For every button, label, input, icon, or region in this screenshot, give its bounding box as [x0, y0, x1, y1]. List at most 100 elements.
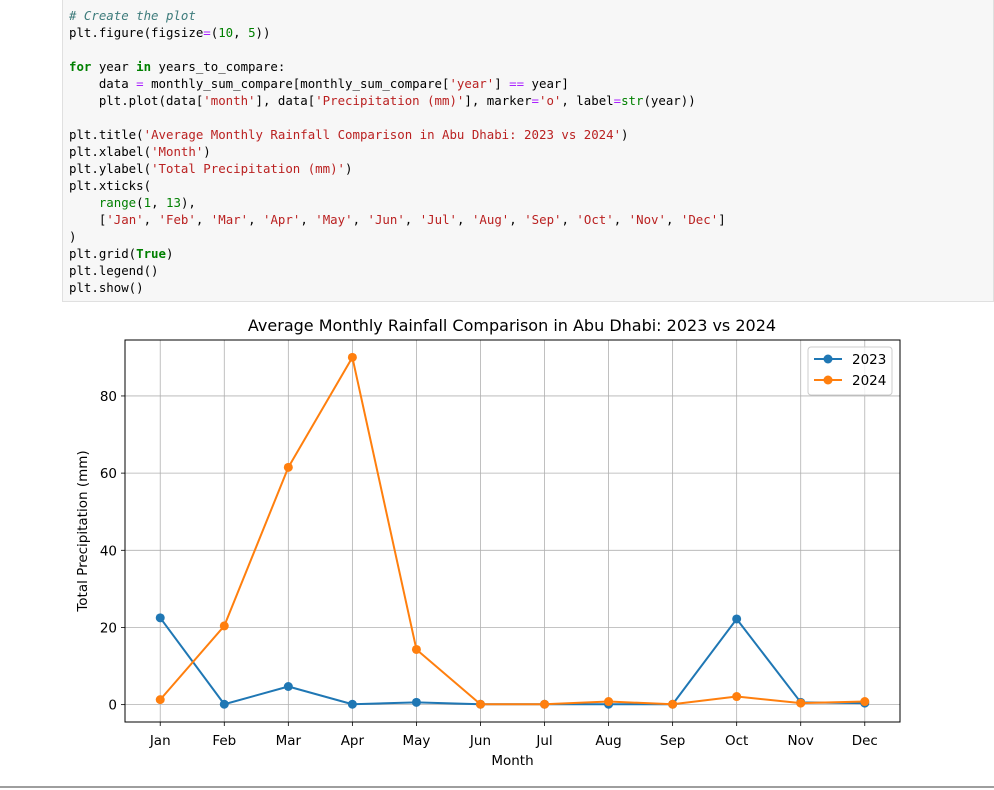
data-point-2024-mar	[283, 462, 293, 472]
series-line-2024	[159, 356, 865, 706]
code-token: ,	[509, 212, 525, 227]
code-line: data = monthly_sum_compare[monthly_sum_c…	[69, 75, 726, 92]
code-token: year	[91, 59, 137, 74]
data-point-2024-oct	[732, 692, 742, 702]
code-token: ,	[233, 25, 249, 40]
code-token: 'Apr'	[263, 212, 301, 227]
code-token: years_to_compare:	[151, 59, 286, 74]
x-tick-label: Aug	[595, 733, 621, 749]
code-line: plt.xlabel('Month')	[69, 143, 726, 160]
code-token: 'Jan'	[106, 212, 144, 227]
code-token: 'month'	[203, 93, 256, 108]
code-token: 'Feb'	[158, 212, 196, 227]
data-point-2024-feb	[219, 621, 229, 631]
code-token: 1	[143, 195, 152, 210]
data-point-2023-oct	[732, 614, 742, 624]
code-token: (	[136, 195, 144, 210]
code-token: 'Dec'	[680, 212, 719, 227]
code-token: 'Jul'	[419, 212, 458, 227]
x-tick-label: May	[402, 733, 430, 749]
data-point-2024-sep	[668, 699, 678, 709]
code-token: 'Nov'	[628, 212, 666, 227]
code-token: 'o'	[539, 93, 562, 108]
x-tick-label: Dec	[852, 733, 878, 749]
code-token: 'Month'	[151, 144, 204, 159]
grid	[125, 340, 900, 722]
code-token: ], data[	[255, 93, 316, 108]
code-token: ,	[665, 212, 681, 227]
code-line: ['Jan', 'Feb', 'Mar', 'Apr', 'May', 'Jun…	[69, 211, 726, 228]
code-token: range	[98, 195, 137, 210]
code-token: plt.title(	[69, 127, 144, 142]
code-cell[interactable]: # Create the plot plt.figure(figsize=(10,…	[62, 0, 994, 302]
code-token: ))	[255, 25, 271, 40]
code-token: plt.xticks(	[69, 178, 152, 193]
y-tick-label: 40	[100, 543, 117, 559]
y-axis-label: Total Precipitation (mm)	[75, 450, 91, 612]
code-token: plt.xlabel(	[69, 144, 152, 159]
code-token: ,	[143, 212, 159, 227]
code-token: , label	[561, 93, 614, 108]
series-layer	[155, 352, 870, 709]
cell-output: Average Monthly Rainfall Comparison in A…	[62, 302, 994, 786]
code-token: 'Total Precipitation (mm)'	[151, 161, 346, 176]
code-line: for year in years_to_compare:	[69, 58, 726, 75]
code-token: 'Aug'	[471, 212, 510, 227]
code-token: plt.plot(data[	[69, 93, 204, 108]
y-tick-label: 0	[108, 698, 117, 714]
data-point-2023-jan	[155, 613, 165, 623]
x-tick-label: Apr	[341, 733, 365, 749]
code-token: plt.show()	[69, 280, 144, 295]
legend-marker-2024	[823, 375, 833, 385]
code-token: 'year'	[449, 76, 495, 91]
legend-label-2024: 2024	[852, 373, 886, 389]
code-token: )	[345, 161, 353, 176]
code-token: ], marker	[464, 93, 532, 108]
code-token: 'Mar'	[210, 212, 249, 227]
code-token: ,	[195, 212, 211, 227]
code-line	[69, 109, 726, 126]
code-token: plt.figure(figsize	[69, 25, 204, 40]
data-point-2024-jul	[540, 699, 550, 709]
code-token: =	[203, 25, 211, 40]
code-token: 'May'	[315, 212, 353, 227]
x-tick-label: Feb	[212, 733, 236, 749]
code-token: )	[621, 127, 629, 142]
y-tick-label: 80	[100, 389, 117, 405]
code-token: [	[69, 212, 107, 227]
code-token: (	[210, 25, 219, 40]
x-tick-label: Jun	[469, 733, 491, 749]
x-axis-label: Month	[491, 753, 533, 769]
code-token: monthly_sum_compare[monthly_sum_compare[	[143, 76, 450, 91]
code-token: 'Average Monthly Rainfall Comparison in …	[143, 127, 622, 142]
legend: 2023 2024	[807, 346, 893, 396]
code-token: (year))	[643, 93, 696, 108]
x-tick-label: Mar	[276, 733, 302, 749]
code-token: =	[136, 76, 144, 91]
code-token: ,	[561, 212, 577, 227]
code-token: 'Precipitation (mm)'	[315, 93, 465, 108]
code-token: year]	[524, 76, 569, 91]
code-token: ,	[248, 212, 264, 227]
code-token: True	[136, 246, 166, 261]
code-token: =	[613, 93, 622, 108]
code-editor[interactable]: # Create the plot plt.figure(figsize=(10,…	[69, 7, 726, 296]
data-point-2024-dec	[860, 697, 870, 707]
legend-marker-2023	[823, 354, 833, 364]
code-token: 13	[166, 195, 181, 210]
data-point-2024-may	[411, 644, 421, 654]
code-token: 'Jun'	[367, 212, 405, 227]
y-tick-label: 60	[100, 466, 117, 482]
data-point-2024-aug	[604, 697, 614, 707]
code-line	[69, 41, 726, 58]
data-point-2024-jan	[155, 695, 165, 705]
code-token: # Create the plot	[69, 8, 196, 23]
code-token: ]	[718, 212, 726, 227]
code-token: =	[531, 93, 539, 108]
code-token: plt.legend()	[69, 263, 159, 278]
code-line: plt.title('Average Monthly Rainfall Comp…	[69, 126, 726, 143]
code-line: plt.figure(figsize=(10, 5))	[69, 24, 726, 41]
code-token: ]	[494, 76, 510, 91]
legend-label-2023: 2023	[852, 352, 886, 368]
code-token: ,	[151, 195, 167, 210]
